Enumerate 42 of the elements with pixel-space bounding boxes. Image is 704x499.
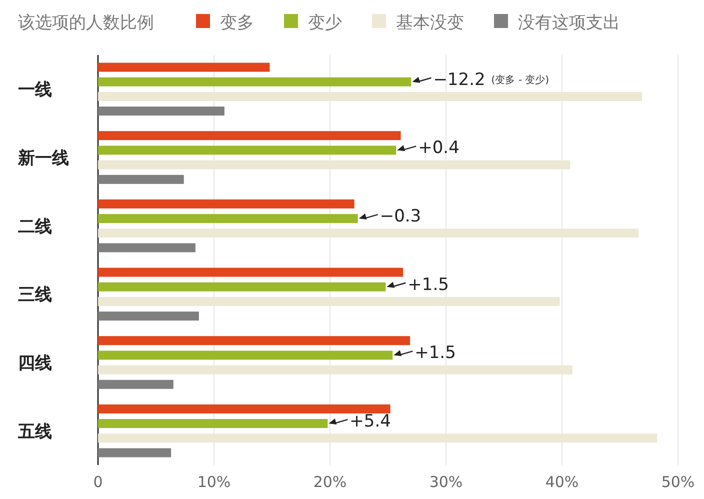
y-tick-label: 二线 (18, 216, 52, 237)
y-tick-label: 三线 (18, 285, 52, 306)
annotation: +5.4 (350, 412, 391, 432)
bar (98, 296, 560, 306)
bar (98, 336, 410, 346)
y-tick-label: 五线 (17, 422, 52, 442)
annotation: +0.4 (418, 138, 460, 158)
bar (98, 106, 224, 116)
annotation: +1.5 (408, 274, 449, 295)
bar (98, 62, 270, 72)
bar (98, 448, 172, 458)
bar (98, 160, 570, 170)
x-tick-label: 20% (313, 473, 347, 491)
bar (98, 380, 174, 389)
bar (98, 131, 401, 140)
legend-label: 变多 (220, 13, 254, 33)
bar (98, 404, 390, 414)
y-tick-label: 四线 (18, 354, 52, 374)
legend-label: 变少 (308, 13, 342, 33)
x-tick-label: 10% (197, 473, 231, 491)
bar (98, 268, 404, 277)
legend-label: 基本没变 (396, 13, 464, 33)
y-tick-label: 一线 (18, 80, 52, 100)
annotation: +1.5 (414, 343, 456, 364)
legend-title: 该选项的人数比例 (18, 13, 154, 33)
bar (98, 174, 184, 184)
bar (98, 312, 199, 321)
bar (98, 434, 658, 443)
y-tick-label: 新一线 (17, 148, 69, 168)
annotation: −0.3 (380, 206, 422, 227)
bar (98, 199, 354, 208)
bar (98, 92, 642, 101)
legend-label: 没有这项支出 (518, 13, 620, 33)
bar (98, 228, 639, 238)
x-tick-label: 50% (661, 473, 695, 491)
annotation: −12.2 (433, 70, 486, 90)
bar (98, 365, 572, 374)
x-tick-label: 40% (545, 473, 579, 491)
annotation-note: (变多 - 变少) (491, 74, 550, 86)
bar (98, 243, 196, 252)
x-tick-label: 30% (429, 473, 463, 491)
x-tick-label: 0 (93, 473, 103, 491)
